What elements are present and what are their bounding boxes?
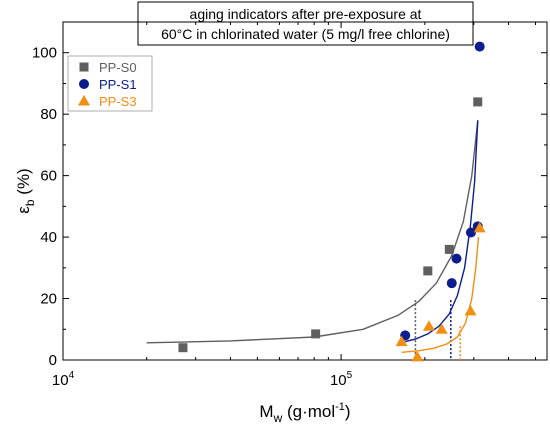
legend: PP-S0 PP-S1 PP-S3 bbox=[67, 55, 153, 112]
data-point-pp-s0 bbox=[473, 97, 483, 107]
x-tick-label-base: 10 bbox=[330, 372, 347, 389]
y-tick-label: 20 bbox=[40, 291, 57, 308]
y-tick-label: 60 bbox=[40, 168, 57, 185]
legend-label: PP-S3 bbox=[99, 94, 137, 109]
plot-frame bbox=[62, 21, 548, 361]
legend-label: PP-S0 bbox=[99, 60, 137, 75]
chart-title-line-1: aging indicators after pre-exposure at bbox=[190, 6, 422, 22]
y-axis-units: (%) bbox=[14, 168, 33, 199]
y-tick-label: 0 bbox=[49, 352, 57, 369]
chart-title-box: aging indicators after pre-exposure at 6… bbox=[137, 1, 474, 46]
data-point-pp-s1 bbox=[446, 278, 457, 289]
data-point-pp-s3 bbox=[411, 350, 424, 362]
x-axis-units: (g·mol bbox=[282, 402, 335, 421]
y-tick-label: 40 bbox=[40, 229, 57, 246]
data-point-pp-s0 bbox=[423, 266, 433, 276]
x-tick-label: 105 bbox=[330, 370, 353, 389]
data-point-pp-s0 bbox=[444, 244, 454, 254]
y-tick-label: 100 bbox=[32, 45, 57, 62]
x-tick-label-base: 10 bbox=[52, 372, 69, 389]
fit-curve-pp-s1 bbox=[405, 120, 479, 343]
x-axis-units-close: ) bbox=[345, 402, 351, 421]
y-axis: 0 20 40 60 80 100 bbox=[32, 45, 547, 369]
data-point-pp-s0 bbox=[178, 343, 188, 353]
x-tick-label: 104 bbox=[52, 370, 75, 389]
y-axis-subscript: b bbox=[23, 199, 37, 206]
legend-marker-pp-s1 bbox=[79, 79, 89, 89]
y-axis-symbol: ε bbox=[14, 206, 33, 214]
x-axis-subscript: w bbox=[273, 411, 283, 425]
data-markers bbox=[178, 41, 486, 362]
title-frame bbox=[137, 1, 474, 46]
legend-label: PP-S1 bbox=[99, 77, 137, 92]
data-point-pp-s3 bbox=[473, 221, 486, 233]
y-tick-label: 80 bbox=[40, 106, 57, 123]
fit-curves bbox=[146, 120, 480, 353]
x-axis-title: Mw (g·mol-1) bbox=[259, 401, 350, 425]
data-point-pp-s3 bbox=[395, 335, 408, 347]
data-point-pp-s3 bbox=[435, 323, 448, 334]
legend-marker-pp-s0 bbox=[79, 62, 89, 72]
fit-curve-pp-s0 bbox=[146, 120, 479, 344]
data-point-pp-s0 bbox=[311, 329, 321, 339]
fit-curve-pp-s3 bbox=[401, 237, 480, 353]
data-point-pp-s1 bbox=[451, 253, 462, 264]
legend-marker-pp-s3 bbox=[78, 95, 90, 106]
x-axis-units-superscript: -1 bbox=[335, 401, 345, 413]
data-point-pp-s3 bbox=[422, 320, 435, 331]
data-point-pp-s1 bbox=[465, 227, 476, 238]
chart-title-line-2: 60°C in chlorinated water (5 mg/l free c… bbox=[161, 26, 450, 42]
drop-lines bbox=[414, 300, 461, 360]
x-axis: 104 105 bbox=[52, 22, 536, 389]
y-axis-title: εb (%) bbox=[14, 168, 37, 213]
x-tick-label-exponent: 5 bbox=[347, 370, 353, 381]
x-tick-label-exponent: 4 bbox=[69, 370, 75, 381]
x-axis-symbol: M bbox=[259, 402, 273, 421]
data-point-pp-s1 bbox=[474, 41, 485, 52]
data-point-pp-s3 bbox=[464, 304, 477, 316]
